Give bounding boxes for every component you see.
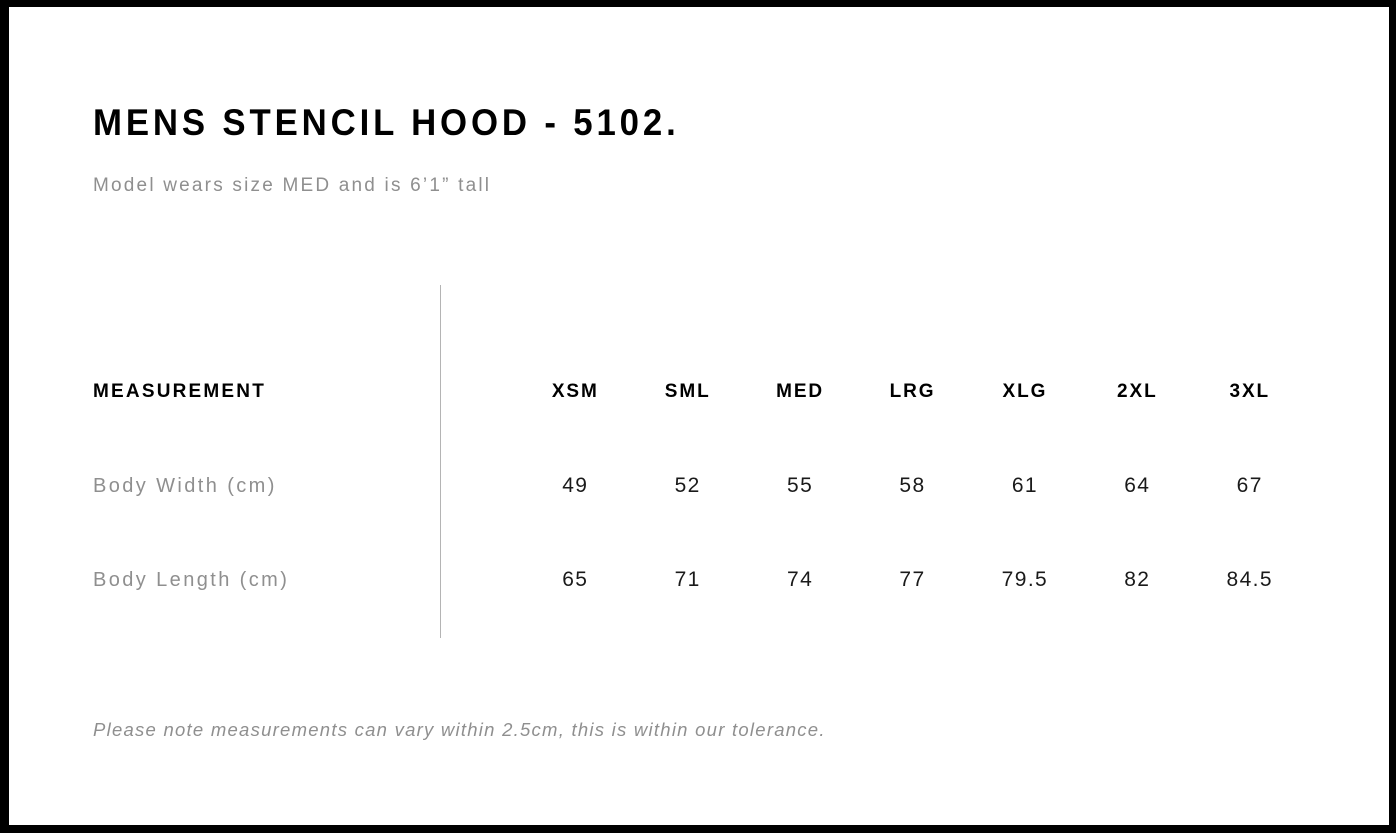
model-fit-note: Model wears size MED and is 6’1” tall bbox=[93, 174, 492, 196]
cell-body-width-med: 55 bbox=[787, 474, 814, 497]
page-title: MENS STENCIL HOOD - 5102. bbox=[93, 102, 680, 143]
table-body: Body Width (cm) 49 52 55 58 61 64 67 Bod… bbox=[93, 439, 1306, 627]
column-divider bbox=[440, 285, 441, 638]
row-label-body-width: Body Width (cm) bbox=[93, 474, 277, 497]
table-row: Body Width (cm) 49 52 55 58 61 64 67 bbox=[93, 439, 1306, 533]
column-header-xsm: XSM bbox=[551, 381, 599, 402]
cell-body-length-3xl: 84.5 bbox=[1226, 568, 1273, 591]
cell-body-width-3xl: 67 bbox=[1236, 474, 1263, 497]
chart-header: MENS STENCIL HOOD - 5102. Model wears si… bbox=[93, 102, 1273, 198]
cell-body-length-lrg: 77 bbox=[899, 568, 926, 591]
cell-body-length-xlg: 79.5 bbox=[1001, 568, 1049, 591]
cell-body-width-xsm: 49 bbox=[562, 474, 589, 497]
tolerance-note: Please note measurements can vary within… bbox=[93, 719, 826, 740]
cell-body-length-xsm: 65 bbox=[562, 568, 589, 591]
table-row: Body Length (cm) 65 71 74 77 79.5 82 84.… bbox=[93, 533, 1306, 627]
cell-body-width-sml: 52 bbox=[674, 474, 701, 497]
size-chart-canvas: MENS STENCIL HOOD - 5102. Model wears si… bbox=[9, 7, 1389, 825]
table-header: MEASUREMENT XSM SML MED LRG XLG 2XL 3XL bbox=[93, 345, 1306, 439]
column-header-med: MED bbox=[776, 381, 825, 402]
column-header-3xl: 3XL bbox=[1229, 381, 1271, 402]
table-header-row: MEASUREMENT XSM SML MED LRG XLG 2XL 3XL bbox=[93, 345, 1306, 439]
cell-body-length-2xl: 82 bbox=[1124, 568, 1151, 591]
column-header-measurement: MEASUREMENT bbox=[93, 381, 267, 402]
column-header-sml: SML bbox=[664, 381, 711, 402]
cell-body-length-med: 74 bbox=[787, 568, 814, 591]
cell-body-width-2xl: 64 bbox=[1124, 474, 1151, 497]
cell-body-length-sml: 71 bbox=[674, 568, 701, 591]
row-label-body-length: Body Length (cm) bbox=[93, 568, 290, 591]
column-header-xlg: XLG bbox=[1002, 381, 1048, 402]
measurement-table: MEASUREMENT XSM SML MED LRG XLG 2XL 3XL … bbox=[93, 345, 1306, 627]
column-header-2xl: 2XL bbox=[1117, 381, 1158, 402]
cell-body-width-xlg: 61 bbox=[1011, 474, 1038, 497]
column-header-lrg: LRG bbox=[889, 381, 936, 402]
cell-body-width-lrg: 58 bbox=[899, 474, 926, 497]
